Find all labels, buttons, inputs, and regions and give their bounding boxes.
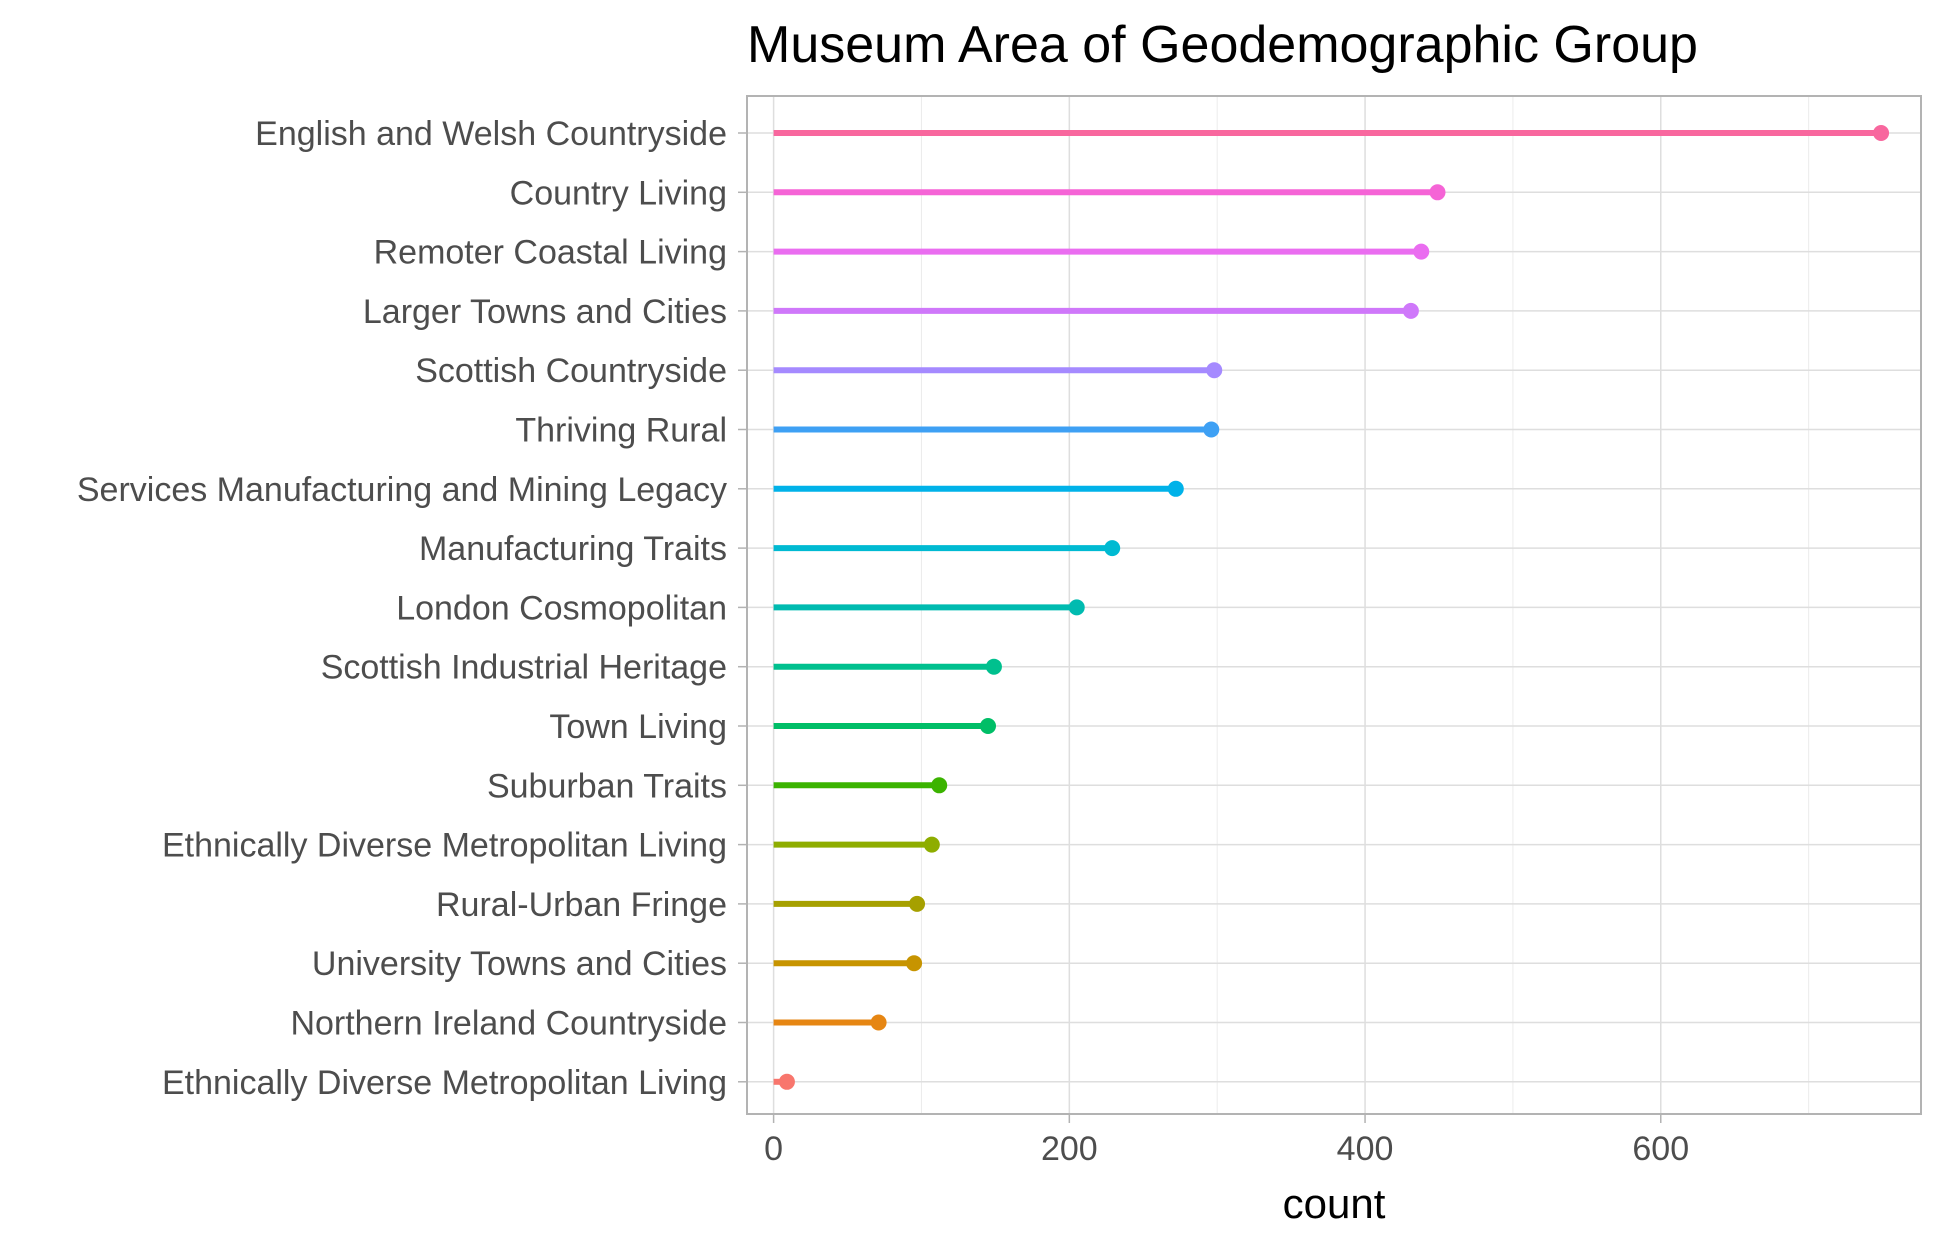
chart-title: Museum Area of Geodemographic Group — [747, 16, 1698, 74]
lollipop-point — [1873, 125, 1890, 141]
y-tick-label: Scottish Industrial Heritage — [321, 649, 727, 687]
lollipop-point — [1068, 599, 1085, 616]
x-axis: 0 200 400 600 — [764, 1114, 1689, 1168]
y-tick-label: Thriving Rural — [515, 412, 727, 450]
lollipop-point — [985, 658, 1002, 675]
series-marks — [773, 125, 1890, 1090]
y-tick-label: Larger Towns and Cities — [363, 293, 727, 331]
lollipop-point — [980, 718, 997, 734]
y-tick-label: Services Manufacturing and Mining Legacy — [77, 471, 727, 509]
y-tick-label: London Cosmopolitan — [396, 589, 727, 627]
lollipop-point — [923, 836, 940, 853]
lollipop-point — [1203, 421, 1220, 438]
y-tick-label: English and Welsh Countryside — [255, 115, 727, 153]
x-tick-label: 0 — [764, 1130, 783, 1168]
y-tick-label: Manufacturing Traits — [419, 530, 727, 568]
y-tick-label: Suburban Traits — [487, 767, 727, 805]
y-tick-label: Northern Ireland Countryside — [290, 1005, 727, 1043]
y-tick-label: University Towns and Cities — [312, 945, 727, 983]
lollipop-point — [906, 955, 923, 972]
lollipop-point — [931, 777, 948, 794]
lollipop-point — [1429, 184, 1446, 201]
y-tick-label: Country Living — [510, 174, 727, 212]
lollipop-point — [778, 1073, 795, 1090]
lollipop-point — [1167, 480, 1184, 497]
y-tick-label: Town Living — [549, 708, 727, 746]
x-tick-label: 200 — [1041, 1130, 1098, 1168]
lollipop-point — [870, 1014, 887, 1031]
y-tick-label: Scottish Countryside — [415, 352, 727, 390]
lollipop-point — [1206, 362, 1223, 379]
lollipop-point — [1402, 302, 1419, 319]
lollipop-point — [909, 895, 926, 912]
y-tick-label: Rural-Urban Fringe — [436, 886, 727, 924]
y-tick-label: Ethnically Diverse Metropolitan Living — [162, 1064, 727, 1102]
y-tick-label: Remoter Coastal Living — [374, 234, 727, 272]
y-tick-label: Ethnically Diverse Metropolitan Living — [162, 827, 727, 865]
x-tick-label: 600 — [1632, 1130, 1689, 1168]
x-tick-label: 400 — [1337, 1130, 1394, 1168]
y-axis: English and Welsh Countryside Country Liv… — [77, 115, 747, 1102]
x-axis-title: count — [1283, 1180, 1386, 1227]
lollipop-point — [1104, 540, 1121, 557]
lollipop-point — [1413, 243, 1430, 260]
plot-panel — [746, 95, 1922, 1115]
